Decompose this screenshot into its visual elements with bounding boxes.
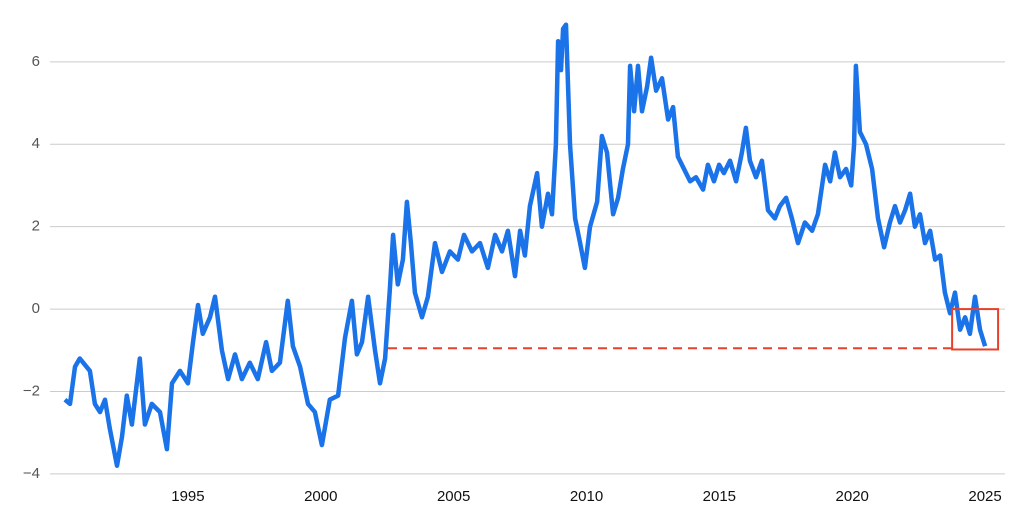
highlight-box <box>951 308 1000 351</box>
x-tick-label: 1995 <box>171 488 204 505</box>
y-tick-label: −4 <box>23 465 40 482</box>
y-tick-label: 4 <box>32 135 40 152</box>
y-tick-label: −2 <box>23 382 40 399</box>
line-series <box>63 22 988 468</box>
x-tick-label: 2010 <box>570 488 603 505</box>
y-tick-label: 2 <box>32 218 40 235</box>
x-tick-label: 2015 <box>703 488 736 505</box>
x-tick-label: 2020 <box>836 488 869 505</box>
x-tick-label: 2005 <box>437 488 470 505</box>
x-tick-label: 2000 <box>304 488 337 505</box>
y-tick-label: 0 <box>32 300 40 317</box>
y-tick-label: 6 <box>32 53 40 70</box>
x-tick-label: 2025 <box>968 488 1001 505</box>
